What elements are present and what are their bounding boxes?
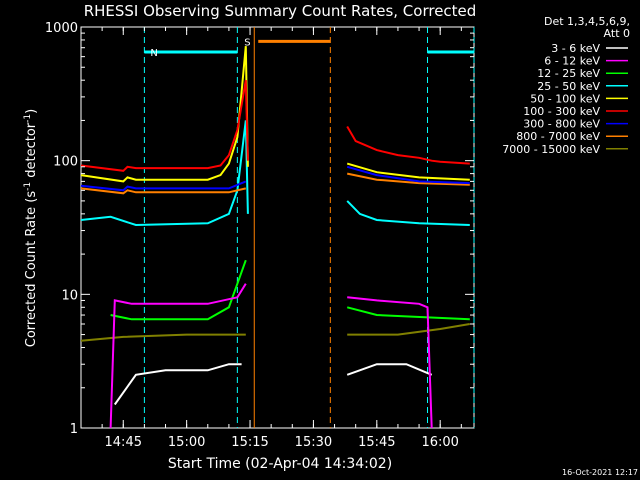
legend-label: 7000 - 15000 keV (502, 143, 600, 156)
series-line (80, 80, 249, 172)
y-tick-label: 1000 (45, 21, 78, 36)
series-line (347, 323, 470, 336)
saa-markers: S (244, 27, 331, 428)
chart-title: RHESSI Observing Summary Count Rates, Co… (84, 2, 477, 20)
x-tick-label: 16:00 (421, 435, 458, 450)
series-line (80, 46, 249, 183)
y-tick-label: 100 (53, 155, 78, 170)
night-markers: N (143, 27, 475, 428)
legend-header-line1: Det 1,3,4,5,6,9, (544, 15, 630, 28)
legend-label: 3 - 6 keV (551, 42, 600, 55)
y-tick-label: 1 (70, 422, 78, 437)
y-tick-label: 10 (61, 288, 78, 303)
series-line (80, 333, 246, 342)
series-line (110, 259, 247, 321)
series-line (113, 363, 242, 406)
legend-header-line2: Att 0 (604, 27, 630, 40)
series-line (346, 363, 433, 376)
legend-label: 6 - 12 keV (544, 55, 600, 68)
series-line (346, 172, 470, 186)
series-line (80, 180, 247, 192)
legend-label: 100 - 300 keV (523, 105, 600, 118)
legend-label: 25 - 50 keV (537, 80, 600, 93)
night-label: N (150, 48, 157, 59)
y-axis: 1 10 100 1000 (45, 21, 474, 437)
x-tick-label: 15:15 (231, 435, 268, 450)
legend-label: 50 - 100 keV (530, 92, 600, 105)
y-axis-label: Corrected Count Rate (s-1 detector-1) (23, 109, 39, 347)
series-line (80, 120, 249, 227)
series-lines (80, 46, 470, 429)
series-line (346, 165, 470, 185)
x-tick-label: 15:45 (358, 435, 395, 450)
x-tick-label: 15:00 (168, 435, 205, 450)
footer-date: 16-Oct-2021 12:17 (562, 468, 638, 477)
x-tick-label: 15:30 (295, 435, 332, 450)
x-axis: 14:45 15:00 15:15 15:30 15:45 16:00 (80, 27, 462, 450)
series-line (346, 200, 470, 226)
series-line (346, 306, 470, 321)
saa-label: S (244, 37, 250, 48)
series-line (80, 187, 247, 195)
series-line (346, 162, 470, 181)
legend-label: 800 - 7000 keV (516, 130, 600, 143)
series-line (346, 125, 470, 165)
x-tick-label: 14:45 (105, 435, 142, 450)
legend-label: 300 - 800 keV (523, 118, 600, 131)
x-axis-label: Start Time (02-Apr-04 14:34:02) (168, 456, 392, 472)
series-line (347, 296, 433, 429)
legend-label: 12 - 25 keV (537, 67, 600, 80)
series-line (109, 283, 247, 429)
